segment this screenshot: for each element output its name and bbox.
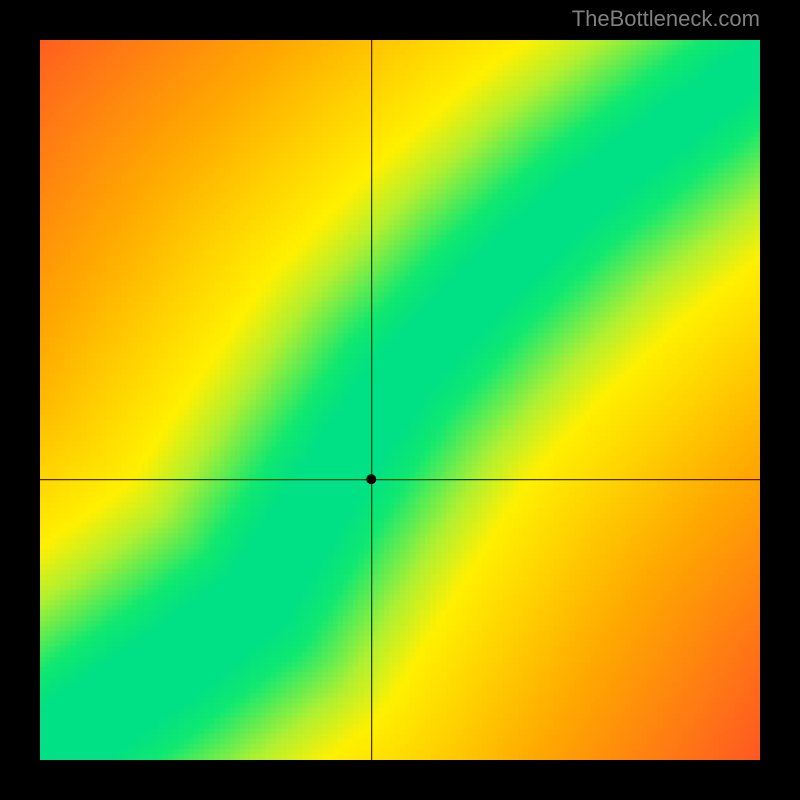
heatmap-canvas xyxy=(40,40,760,760)
watermark-text: TheBottleneck.com xyxy=(572,6,760,32)
bottleneck-heatmap xyxy=(40,40,760,760)
